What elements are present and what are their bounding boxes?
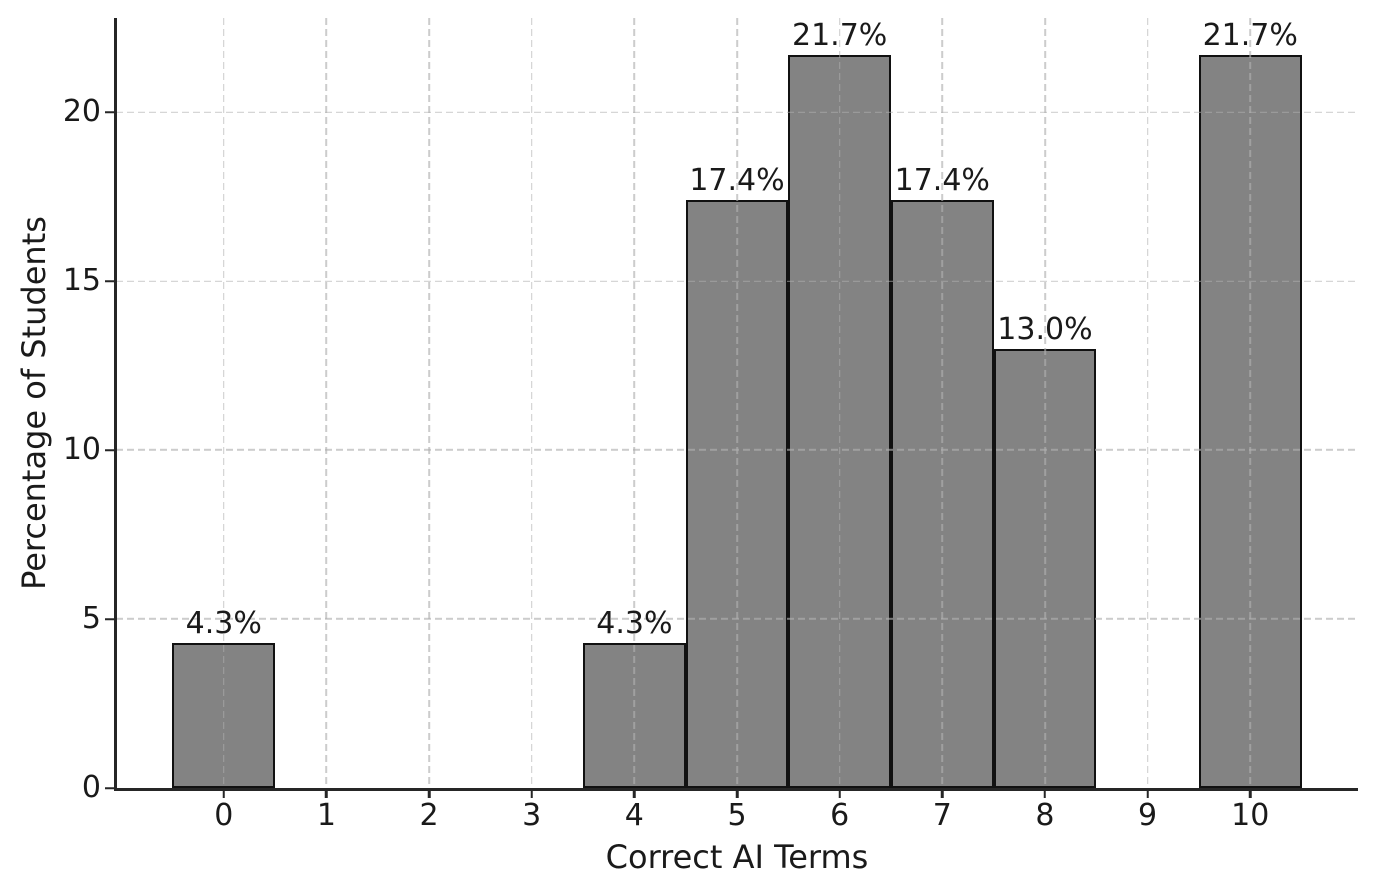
bar <box>890 199 994 788</box>
x-tick-mark <box>1146 788 1149 798</box>
x-tick-mark <box>325 788 328 798</box>
y-tick-label: 20 <box>62 94 101 130</box>
bar-value-label: 13.0% <box>997 311 1093 347</box>
bar <box>685 199 789 788</box>
y-axis-label: Percentage of Students <box>15 216 53 590</box>
x-tick-label: 6 <box>830 798 850 833</box>
x-tick-label: 0 <box>214 798 234 833</box>
x-tick-label: 4 <box>624 798 644 833</box>
x-tick-label: 5 <box>727 798 747 833</box>
gridline-vertical <box>428 18 430 788</box>
x-tick-label: 7 <box>932 798 952 833</box>
bar-value-label: 4.3% <box>596 605 673 641</box>
x-tick-mark <box>530 788 533 798</box>
x-tick-mark <box>427 788 431 798</box>
x-tick-label: 1 <box>316 798 336 833</box>
plot-area: 0 5 10 15 20 0 4.3% 1 2 3 4 4.3% 5 17.4% 6 21.7% 7 17.4% 8… <box>63 17 1358 831</box>
y-tick-mark <box>105 110 116 114</box>
bar <box>788 54 891 788</box>
y-tick-label: 10 <box>62 432 101 468</box>
bar <box>993 348 1097 788</box>
x-tick-mark <box>1043 788 1047 798</box>
bar-value-label: 17.4% <box>894 162 990 198</box>
x-axis-label: Correct AI Terms <box>605 838 869 876</box>
bar-value-label: 21.7% <box>791 17 888 53</box>
x-tick-label: 2 <box>419 798 439 833</box>
x-tick-mark <box>838 788 841 798</box>
y-tick-mark <box>105 617 116 621</box>
x-tick-mark <box>941 788 944 798</box>
x-tick-mark <box>633 788 636 798</box>
bar <box>1198 54 1302 788</box>
bar <box>172 642 276 788</box>
x-tick-label: 10 <box>1231 798 1270 833</box>
gridline-vertical <box>1146 18 1149 788</box>
gridline-vertical <box>530 18 533 788</box>
bar-value-label: 4.3% <box>185 605 262 641</box>
x-tick-mark <box>1248 788 1252 798</box>
gridline-horizontal <box>116 111 1358 113</box>
y-axis-spine <box>114 18 117 791</box>
y-tick-label: 0 <box>81 770 101 805</box>
y-tick-mark <box>105 279 116 283</box>
y-tick-label: 5 <box>81 601 101 637</box>
y-tick-label: 15 <box>62 263 101 299</box>
bar-value-label: 21.7% <box>1202 17 1298 53</box>
y-tick-mark <box>105 448 116 452</box>
gridline-vertical <box>325 18 328 788</box>
y-tick-mark <box>105 786 116 790</box>
x-tick-label: 8 <box>1035 798 1055 833</box>
x-tick-label: 3 <box>522 798 542 833</box>
bar-value-label: 17.4% <box>689 162 785 198</box>
x-tick-mark <box>222 788 226 798</box>
x-tick-label: 9 <box>1138 798 1158 833</box>
bar <box>583 642 686 788</box>
x-tick-mark <box>735 788 739 798</box>
